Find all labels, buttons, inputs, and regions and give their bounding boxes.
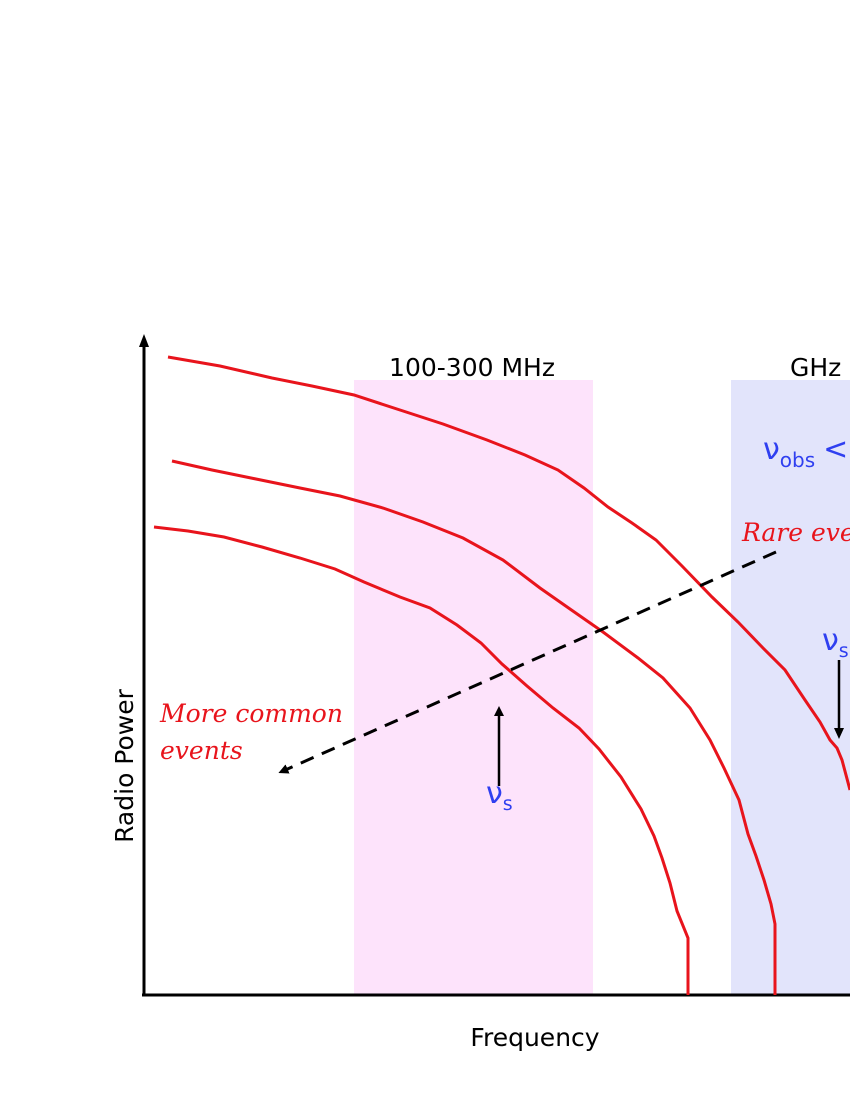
- nu-s-high-symbol: ν: [822, 623, 839, 658]
- more-common-label-line1: More common: [159, 699, 343, 728]
- nu-s-high-marker-head: [834, 728, 844, 739]
- nu-s-high-label: νs: [822, 623, 849, 662]
- nu-obs-subscript: obs: [780, 448, 815, 472]
- y-axis-arrow: [139, 334, 149, 347]
- nu-s-high-subscript: s: [839, 640, 849, 662]
- high-band-label: GHz: [790, 353, 841, 382]
- nu-s-low-label: νs: [486, 776, 513, 815]
- middle-curve: [171, 459, 777, 995]
- lower-curve: [153, 525, 690, 995]
- trend-arrow: [278, 550, 777, 774]
- more-common-label-line2: events: [160, 736, 243, 765]
- high-frequency-band: [731, 380, 850, 995]
- nu-obs-annotation: νobs <: [763, 432, 848, 472]
- x-axis-label: Frequency: [470, 1023, 599, 1052]
- nu-obs-symbol: ν: [763, 432, 780, 467]
- nu-obs-relation: <: [823, 432, 848, 467]
- low-band-label: 100-300 MHz: [389, 353, 555, 382]
- y-axis-label: Radio Power: [110, 688, 139, 843]
- nu-s-low-marker-head: [494, 706, 504, 716]
- rare-events-label: Rare even: [741, 518, 850, 547]
- nu-s-low-subscript: s: [503, 793, 513, 815]
- nu-s-low-symbol: ν: [486, 776, 503, 811]
- upper-curve: [167, 355, 850, 791]
